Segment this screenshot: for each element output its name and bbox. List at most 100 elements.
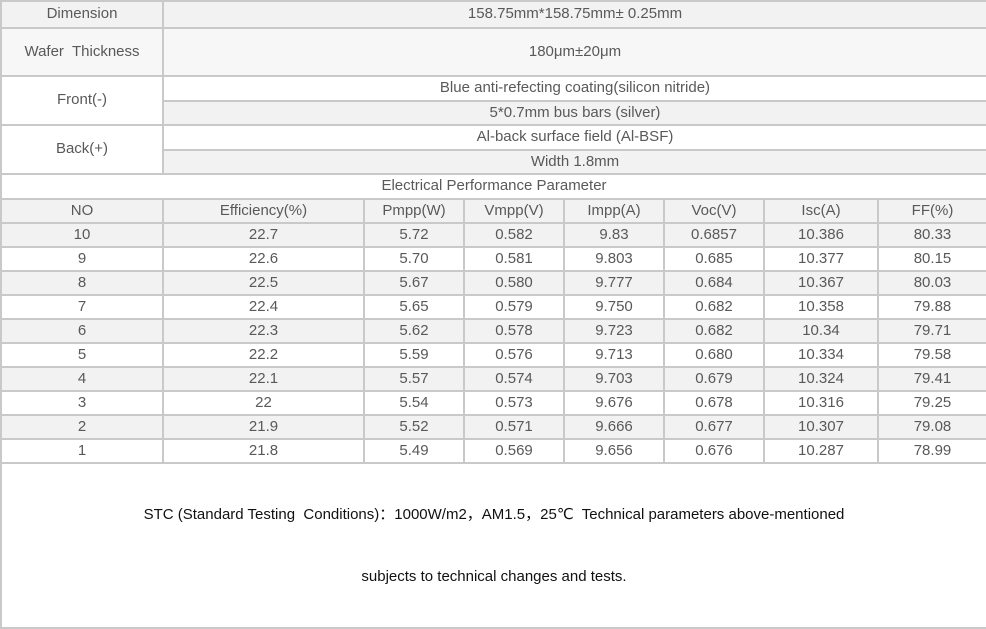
data-cell: 10.358 <box>763 294 879 320</box>
data-cell: 9.703 <box>563 366 665 392</box>
section-title: Electrical Performance Parameter <box>0 173 986 200</box>
data-cell: 5 <box>0 342 164 368</box>
data-cell: 6 <box>0 318 164 344</box>
data-cell: 0.682 <box>663 294 765 320</box>
data-cell: 0.580 <box>463 270 565 296</box>
table-row: 4 22.1 5.57 0.574 9.703 0.679 10.324 79.… <box>0 366 986 392</box>
data-cell: 9.713 <box>563 342 665 368</box>
table-row: 7 22.4 5.65 0.579 9.750 0.682 10.358 79.… <box>0 294 986 320</box>
data-cell: 0.682 <box>663 318 765 344</box>
data-cell: 5.57 <box>363 366 465 392</box>
data-cell: 21.8 <box>162 438 365 464</box>
data-cell: 5.52 <box>363 414 465 440</box>
data-cell: 22.1 <box>162 366 365 392</box>
data-cell: 0.676 <box>663 438 765 464</box>
data-cell: 0.571 <box>463 414 565 440</box>
data-cell: 10.334 <box>763 342 879 368</box>
data-cell: 5.59 <box>363 342 465 368</box>
table-row: 9 22.6 5.70 0.581 9.803 0.685 10.377 80.… <box>0 246 986 272</box>
data-cell: 80.03 <box>877 270 986 296</box>
column-header-ff: FF(%) <box>877 198 986 224</box>
data-cell: 22.7 <box>162 222 365 248</box>
front-busbars-value: 5*0.7mm bus bars (silver) <box>162 100 986 126</box>
data-cell: 22 <box>162 390 365 416</box>
data-cell: 5.72 <box>363 222 465 248</box>
data-cell: 3 <box>0 390 164 416</box>
column-header-impp: Impp(A) <box>563 198 665 224</box>
data-cell: 7 <box>0 294 164 320</box>
back-width-value: Width 1.8mm <box>162 149 986 175</box>
data-cell: 0.579 <box>463 294 565 320</box>
row-label-front: Front(-) <box>0 75 164 126</box>
data-cell: 79.25 <box>877 390 986 416</box>
data-cell: 0.578 <box>463 318 565 344</box>
data-cell: 22.4 <box>162 294 365 320</box>
data-cell: 9.723 <box>563 318 665 344</box>
row-label-wafer-thickness: Wafer Thickness <box>0 27 164 77</box>
data-cell: 0.582 <box>463 222 565 248</box>
data-cell: 0.680 <box>663 342 765 368</box>
data-cell: 0.685 <box>663 246 765 272</box>
row-label-dimension: Dimension <box>0 0 164 29</box>
data-cell: 9.83 <box>563 222 665 248</box>
footer-line-1: STC (Standard Testing Conditions)：1000W/… <box>143 505 845 523</box>
data-cell: 79.58 <box>877 342 986 368</box>
data-cell: 10.287 <box>763 438 879 464</box>
data-cell: 9.656 <box>563 438 665 464</box>
data-cell: 78.99 <box>877 438 986 464</box>
data-cell: 10.316 <box>763 390 879 416</box>
column-header-vmpp: Vmpp(V) <box>463 198 565 224</box>
table-row: 10 22.7 5.72 0.582 9.83 0.6857 10.386 80… <box>0 222 986 248</box>
table-row: 5 22.2 5.59 0.576 9.713 0.680 10.334 79.… <box>0 342 986 368</box>
column-header-no: NO <box>0 198 164 224</box>
data-cell: 22.3 <box>162 318 365 344</box>
data-cell: 22.2 <box>162 342 365 368</box>
row-label-back: Back(+) <box>0 124 164 175</box>
data-cell: 5.67 <box>363 270 465 296</box>
data-cell: 10.377 <box>763 246 879 272</box>
table-row: 8 22.5 5.67 0.580 9.777 0.684 10.367 80.… <box>0 270 986 296</box>
data-cell: 79.41 <box>877 366 986 392</box>
table-row: 6 22.3 5.62 0.578 9.723 0.682 10.34 79.7… <box>0 318 986 344</box>
data-cell: 0.574 <box>463 366 565 392</box>
data-cell: 0.581 <box>463 246 565 272</box>
header-row: NO Efficiency(%) Pmpp(W) Vmpp(V) Impp(A)… <box>0 198 986 224</box>
column-header-pmpp: Pmpp(W) <box>363 198 465 224</box>
data-cell: 1 <box>0 438 164 464</box>
data-cell: 10.34 <box>763 318 879 344</box>
data-cell: 4 <box>0 366 164 392</box>
data-cell: 5.70 <box>363 246 465 272</box>
column-header-efficiency: Efficiency(%) <box>162 198 365 224</box>
data-cell: 0.679 <box>663 366 765 392</box>
footer-line-2: subjects to technical changes and tests. <box>361 568 627 585</box>
data-cell: 9.666 <box>563 414 665 440</box>
data-cell: 79.71 <box>877 318 986 344</box>
table-row: 3 22 5.54 0.573 9.676 0.678 10.316 79.25 <box>0 390 986 416</box>
data-cell: 10.324 <box>763 366 879 392</box>
data-cell: 5.49 <box>363 438 465 464</box>
data-cell: 9 <box>0 246 164 272</box>
data-cell: 9.676 <box>563 390 665 416</box>
data-cell: 79.88 <box>877 294 986 320</box>
data-cell: 5.65 <box>363 294 465 320</box>
data-cell: 10 <box>0 222 164 248</box>
data-cell: 22.6 <box>162 246 365 272</box>
data-cell: 0.576 <box>463 342 565 368</box>
data-cell: 21.9 <box>162 414 365 440</box>
data-cell: 5.54 <box>363 390 465 416</box>
data-cell: 10.367 <box>763 270 879 296</box>
data-cell: 9.750 <box>563 294 665 320</box>
data-cell: 0.677 <box>663 414 765 440</box>
back-field-value: Al-back surface field (Al-BSF) <box>162 124 986 151</box>
data-cell: 0.569 <box>463 438 565 464</box>
data-cell: 5.62 <box>363 318 465 344</box>
data-cell: 0.573 <box>463 390 565 416</box>
data-cell: 80.33 <box>877 222 986 248</box>
front-coating-value: Blue anti-refecting coating(silicon nitr… <box>162 75 986 102</box>
data-cell: 10.386 <box>763 222 879 248</box>
table-row: 2 21.9 5.52 0.571 9.666 0.677 10.307 79.… <box>0 414 986 440</box>
data-cell: 9.803 <box>563 246 665 272</box>
data-cell: 0.6857 <box>663 222 765 248</box>
wafer-thickness-value: 180μm±20μm <box>162 27 986 77</box>
